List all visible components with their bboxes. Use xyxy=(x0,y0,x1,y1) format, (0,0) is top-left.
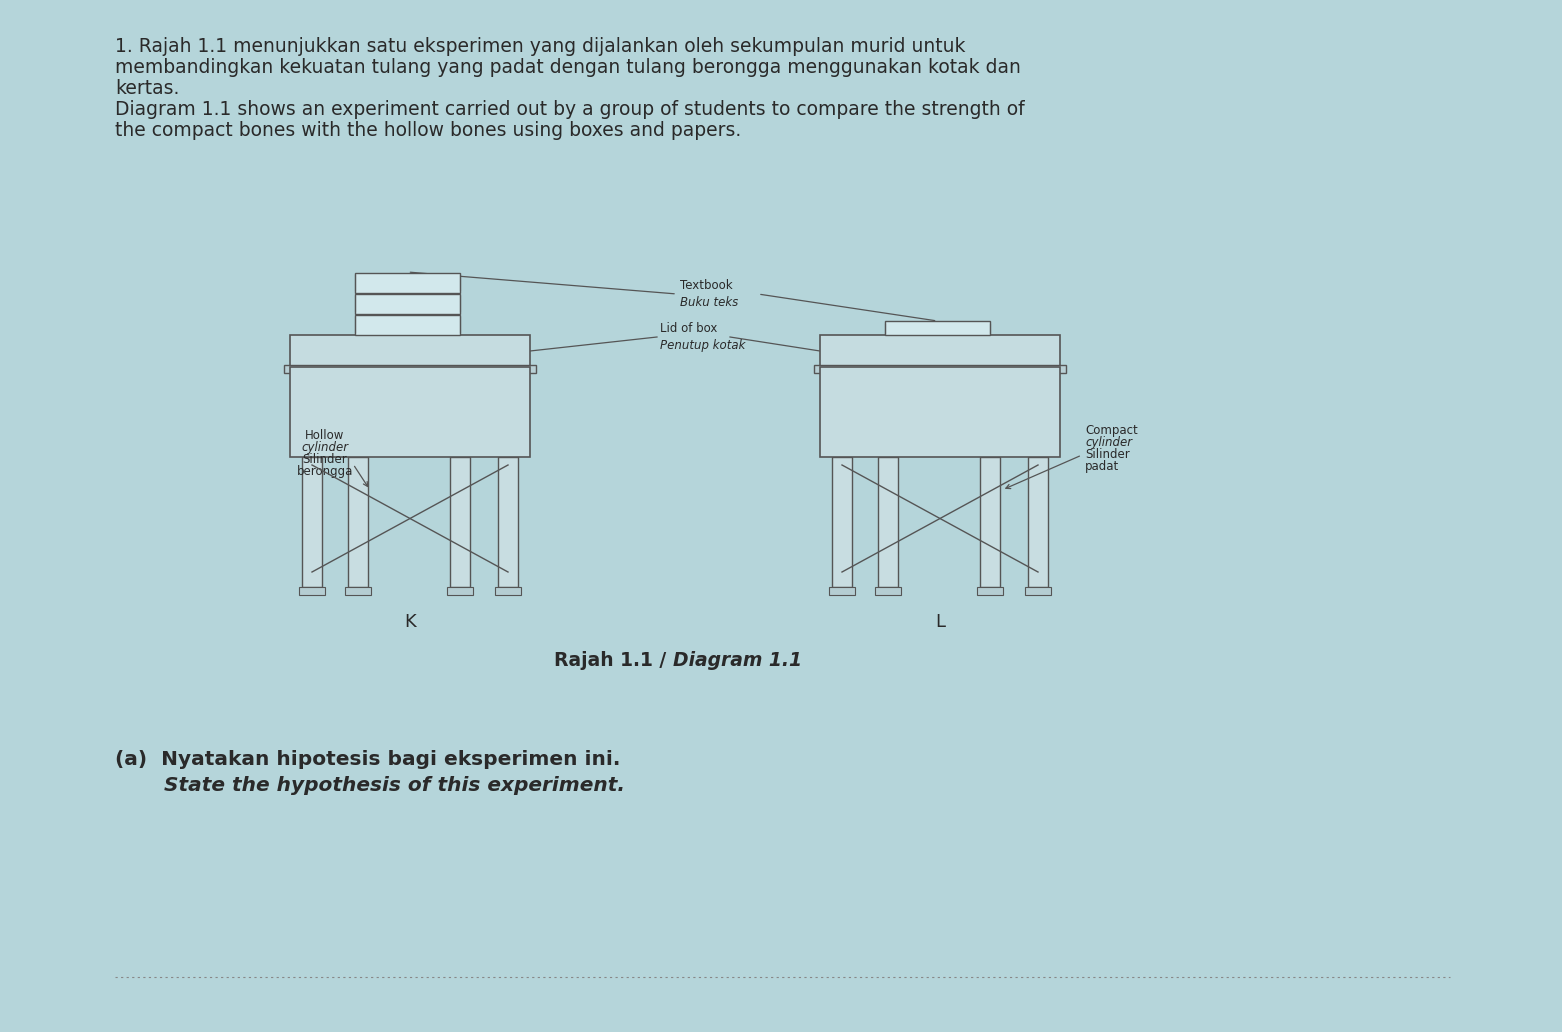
Polygon shape xyxy=(291,335,530,367)
Text: (a)  Nyatakan hipotesis bagi eksperimen ini.: (a) Nyatakan hipotesis bagi eksperimen i… xyxy=(116,750,620,769)
Polygon shape xyxy=(298,587,325,595)
Text: membandingkan kekuatan tulang yang padat dengan tulang berongga menggunakan kota: membandingkan kekuatan tulang yang padat… xyxy=(116,58,1022,77)
Text: Textbook: Textbook xyxy=(679,279,733,292)
Polygon shape xyxy=(447,587,473,595)
Text: Rajah 1.1 /: Rajah 1.1 / xyxy=(555,650,673,670)
Text: the compact bones with the hollow bones using boxes and papers.: the compact bones with the hollow bones … xyxy=(116,121,742,140)
Text: Penutup kotak: Penutup kotak xyxy=(661,338,745,352)
Polygon shape xyxy=(829,587,854,595)
Polygon shape xyxy=(348,457,369,587)
Polygon shape xyxy=(979,457,1000,587)
Polygon shape xyxy=(1028,457,1048,587)
Polygon shape xyxy=(450,457,470,587)
Polygon shape xyxy=(875,587,901,595)
Text: L: L xyxy=(936,613,945,631)
Text: Silinder: Silinder xyxy=(303,453,347,466)
Text: Hollow: Hollow xyxy=(305,429,345,442)
Text: Diagram 1.1 shows an experiment carried out by a group of students to compare th: Diagram 1.1 shows an experiment carried … xyxy=(116,100,1025,119)
Text: Compact: Compact xyxy=(1086,424,1137,437)
Polygon shape xyxy=(495,587,522,595)
Polygon shape xyxy=(355,273,459,293)
Polygon shape xyxy=(291,367,530,457)
Polygon shape xyxy=(345,587,372,595)
Text: berongga: berongga xyxy=(297,465,353,478)
Text: Diagram 1.1: Diagram 1.1 xyxy=(673,650,801,670)
Polygon shape xyxy=(355,315,459,335)
Text: padat: padat xyxy=(1086,460,1120,473)
Polygon shape xyxy=(833,457,851,587)
Polygon shape xyxy=(878,457,898,587)
Polygon shape xyxy=(1025,587,1051,595)
Text: cylinder: cylinder xyxy=(1086,436,1132,449)
Text: Lid of box: Lid of box xyxy=(661,322,717,335)
Polygon shape xyxy=(355,294,459,314)
Polygon shape xyxy=(976,587,1003,595)
Polygon shape xyxy=(284,365,536,373)
Text: cylinder: cylinder xyxy=(301,441,348,454)
Text: 1. Rajah 1.1 menunjukkan satu eksperimen yang dijalankan oleh sekumpulan murid u: 1. Rajah 1.1 menunjukkan satu eksperimen… xyxy=(116,37,965,56)
Polygon shape xyxy=(820,367,1061,457)
Text: State the hypothesis of this experiment.: State the hypothesis of this experiment. xyxy=(116,776,625,795)
Polygon shape xyxy=(301,457,322,587)
Polygon shape xyxy=(498,457,519,587)
Text: K: K xyxy=(405,613,415,631)
Text: Silinder: Silinder xyxy=(1086,448,1129,461)
Text: Buku teks: Buku teks xyxy=(679,296,739,309)
Polygon shape xyxy=(820,335,1061,367)
Polygon shape xyxy=(886,321,990,335)
Polygon shape xyxy=(814,365,1065,373)
Text: kertas.: kertas. xyxy=(116,79,180,98)
